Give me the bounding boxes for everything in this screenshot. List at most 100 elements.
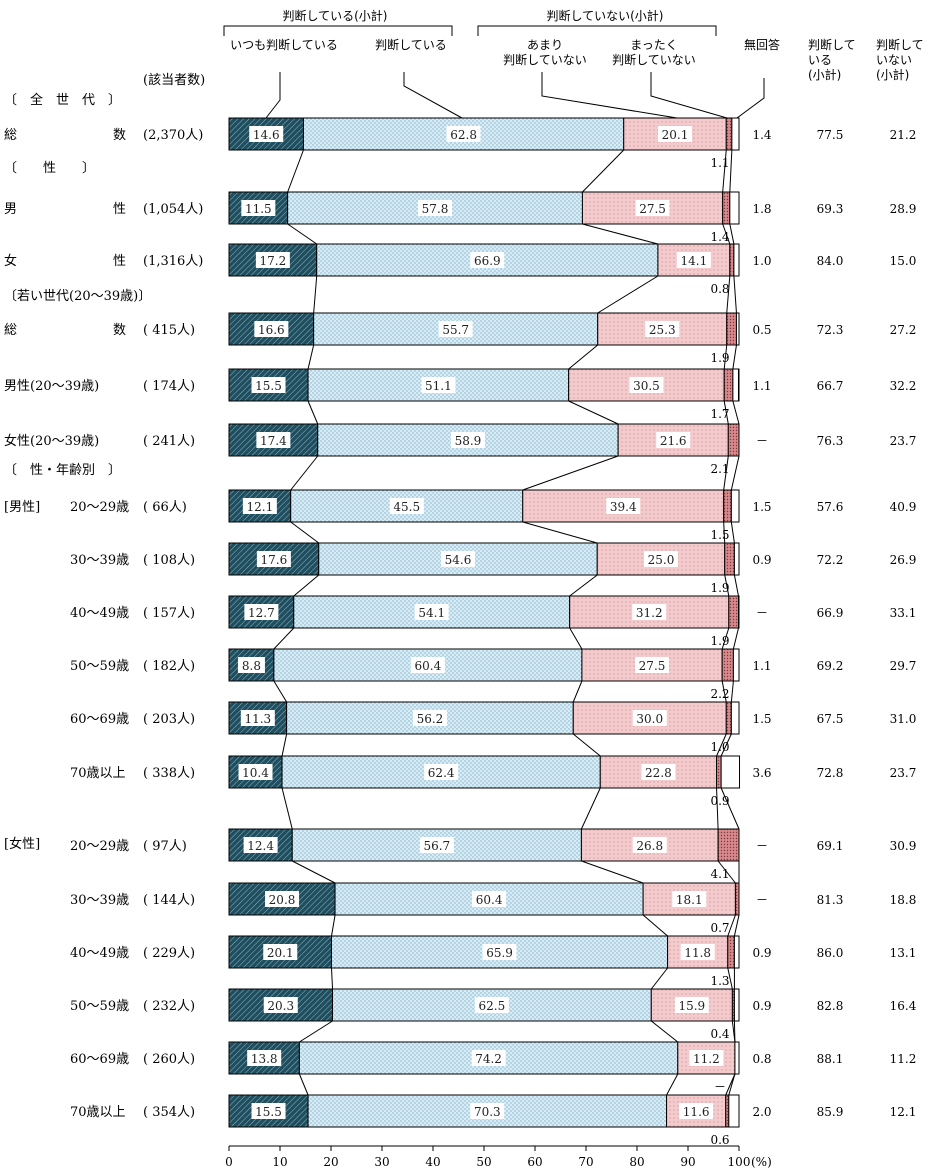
connector-line	[273, 627, 295, 650]
never-value-label: 1.5	[710, 528, 729, 542]
bar-segment-noans	[733, 542, 740, 576]
n-header: (該当者数)	[143, 72, 205, 88]
connector-line	[666, 1073, 679, 1096]
row-label: 20～29歳	[70, 500, 129, 515]
segment-label-bg	[418, 200, 453, 216]
sub-yes-header-2: いる	[808, 53, 832, 67]
segment-value-label: 57.8	[422, 202, 449, 216]
row-count: ( 144人)	[143, 893, 195, 908]
segment-value-label: 21.6	[660, 434, 687, 448]
connector-line	[307, 400, 319, 425]
segment-label-bg	[419, 837, 454, 853]
subtotal-yes: 86.0	[817, 946, 844, 960]
connector-line	[727, 967, 733, 990]
bar-segment-never	[726, 312, 737, 346]
bar-segment-never	[723, 368, 734, 402]
segment-label-bg	[474, 997, 509, 1013]
subtotal-yes: 69.3	[817, 202, 844, 216]
connector-line	[281, 787, 293, 830]
row-label: 70歳以上	[70, 1105, 126, 1120]
x-tick-label: 80	[629, 1155, 644, 1169]
bar-segment-remainder	[737, 368, 740, 402]
never-value-label: 1.0	[710, 740, 729, 754]
bar-row: 30～39歳 ( 144人) 20.8 60.4 18.1 0.7 － 81.3 18.8	[70, 882, 917, 935]
bar-row: 30～39歳 ( 108人) 17.6 54.6 25.0 1.9 0.9 72.2 26.9	[70, 542, 917, 595]
bar-segment-noans	[734, 1041, 740, 1075]
connector-line	[582, 149, 625, 193]
row-count: ( 232人)	[143, 999, 195, 1014]
bar-segment-never	[724, 542, 735, 576]
connector-line	[733, 914, 740, 937]
connector-line	[597, 275, 659, 314]
connector-line	[650, 967, 668, 990]
connector-line	[287, 223, 318, 245]
segment-label-bg	[438, 321, 473, 337]
connector-line	[721, 627, 730, 650]
noans-value-label: －	[756, 434, 768, 448]
row-label: 30～39歳	[70, 553, 129, 568]
bar-segment-never	[725, 117, 733, 151]
row-label: 男性(20～39歳)	[4, 379, 99, 394]
bar-segment-noans	[728, 1094, 740, 1128]
subtotal-no: 31.0	[890, 712, 917, 726]
leader-never	[650, 72, 728, 119]
leader-rarely	[541, 72, 678, 119]
segment-value-label: 54.1	[418, 606, 445, 620]
row-label: 20～29歳	[70, 839, 129, 854]
connector-line	[723, 400, 729, 425]
noans-value-label: －	[756, 893, 768, 907]
segment-label-bg	[632, 604, 667, 620]
connector-line	[569, 574, 598, 597]
bar-segment-never	[725, 701, 732, 735]
noans-value-label: －	[756, 839, 768, 853]
segment-value-label: 14.6	[253, 128, 280, 142]
subtotal-yes: 72.3	[817, 323, 844, 337]
subtotal-no: 26.9	[890, 553, 917, 567]
row-label: 50～59歳	[70, 659, 129, 674]
noans-value-label: 0.9	[752, 946, 771, 960]
noans-value-label: 2.0	[752, 1105, 771, 1119]
noans-value-label: 1.5	[752, 712, 771, 726]
subtotal-no: 27.2	[890, 323, 917, 337]
connector-line	[729, 223, 735, 245]
noans-value-label: －	[756, 606, 768, 620]
segment-value-label: 11.8	[684, 946, 711, 960]
segment-value-label: 62.8	[450, 128, 477, 142]
bar-segment-always	[228, 828, 293, 862]
connector-line	[732, 400, 740, 425]
connector-line	[313, 275, 318, 314]
row-label-suffix: 数	[113, 128, 126, 143]
segment-value-label: 45.5	[393, 500, 420, 514]
segment-value-label: 20.3	[267, 999, 294, 1013]
connector-line	[727, 914, 736, 937]
row-label-suffix: 性	[113, 254, 126, 269]
segment-label-bg	[641, 764, 676, 780]
segment-label-bg	[249, 126, 284, 142]
segment-label-bg	[256, 551, 291, 567]
row-count: ( 97人)	[143, 839, 187, 854]
segment-value-label: 62.4	[428, 766, 455, 780]
bar-row: 総 数 ( 415人) 16.6 55.7 25.3 1.9 0.5 72.3 27.2	[4, 312, 917, 365]
cat-always-label: いつも判断している	[230, 37, 338, 52]
noans-value-label: 1.0	[752, 254, 771, 268]
subtotal-no: 18.8	[890, 893, 917, 907]
chart-header: 判断している(小計) 判断していない(小計) いつも判断している 判断している …	[143, 8, 924, 119]
connector-line	[568, 344, 599, 370]
subtotal-yes: 66.7	[817, 379, 844, 393]
never-value-label: 0.8	[710, 282, 729, 296]
segment-label-bg	[412, 710, 447, 726]
row-label: 40～49歳	[70, 946, 129, 961]
subtotal-yes: 69.2	[817, 659, 844, 673]
segment-value-label: 26.8	[636, 839, 663, 853]
connector-line	[730, 680, 734, 703]
bar-row: 20～29歳 ( 97人) 12.4 56.7 26.8 4.1 － 69.1 30.9	[70, 828, 916, 881]
segment-value-label: 12.7	[248, 606, 275, 620]
row-count: ( 354人)	[143, 1105, 195, 1120]
subtotal-no: 11.2	[890, 1052, 917, 1066]
row-label: 40～49歳	[70, 606, 129, 621]
segment-label-bg	[244, 604, 279, 620]
segment-label-bg	[629, 377, 664, 393]
row-count: ( 174人)	[143, 379, 195, 394]
connector-line	[733, 1020, 736, 1043]
